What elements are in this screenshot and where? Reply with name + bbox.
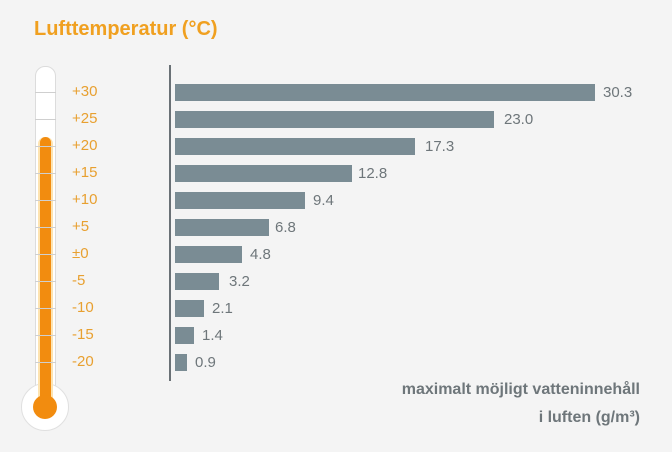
bar bbox=[175, 111, 494, 128]
bar bbox=[175, 192, 305, 209]
thermometer-tick bbox=[35, 146, 56, 147]
thermometer-tick bbox=[35, 200, 56, 201]
thermometer-tick bbox=[35, 335, 56, 336]
bar-value-label: 17.3 bbox=[425, 138, 455, 155]
x-axis-label-line1: maximalt möjligt vatteninnehåll bbox=[401, 381, 640, 398]
bar-value-label: 2.1 bbox=[212, 300, 233, 317]
bar bbox=[175, 354, 187, 371]
chart-title: Lufttemperatur (°C) bbox=[34, 18, 218, 40]
thermometer-tick bbox=[35, 119, 56, 120]
temp-label: +30 bbox=[72, 83, 98, 100]
temp-label: ±0 bbox=[72, 245, 89, 262]
bar bbox=[175, 84, 595, 101]
thermometer-ball bbox=[33, 395, 57, 419]
temp-label: -5 bbox=[72, 272, 86, 289]
bar bbox=[175, 246, 242, 263]
bar bbox=[175, 300, 204, 317]
temp-label: -15 bbox=[72, 326, 94, 343]
temp-label: +25 bbox=[72, 110, 98, 127]
bar-value-label: 12.8 bbox=[358, 165, 388, 182]
temp-label: +5 bbox=[72, 218, 90, 235]
temp-label: +20 bbox=[72, 137, 98, 154]
bar bbox=[175, 219, 269, 236]
thermometer-tick bbox=[35, 362, 56, 363]
bar-value-label: 1.4 bbox=[202, 327, 223, 344]
temp-label: -10 bbox=[72, 299, 94, 316]
thermometer-tick bbox=[35, 281, 56, 282]
bar bbox=[175, 165, 352, 182]
bar-value-label: 23.0 bbox=[504, 111, 534, 128]
x-axis-label-line2: i luften (g/m³) bbox=[538, 409, 640, 426]
thermometer-tick bbox=[35, 254, 56, 255]
bar-value-label: 4.8 bbox=[250, 246, 271, 263]
bar bbox=[175, 327, 194, 344]
temp-label: +15 bbox=[72, 164, 98, 181]
thermometer-tick bbox=[35, 173, 56, 174]
temp-label: +10 bbox=[72, 191, 98, 208]
thermometer-tick bbox=[35, 308, 56, 309]
bar-value-label: 0.9 bbox=[195, 354, 216, 371]
bar bbox=[175, 138, 415, 155]
bar-value-label: 3.2 bbox=[229, 273, 250, 290]
thermometer-tick bbox=[35, 92, 56, 93]
bar-value-label: 30.3 bbox=[603, 84, 633, 101]
bar-value-label: 6.8 bbox=[275, 219, 296, 236]
thermometer-fill bbox=[40, 137, 51, 407]
y-axis-line bbox=[169, 65, 171, 381]
temp-label: -20 bbox=[72, 353, 94, 370]
bar bbox=[175, 273, 219, 290]
x-axis-label: maximalt möjligt vatteninnehåll i luften… bbox=[402, 376, 640, 432]
thermometer-tick bbox=[35, 227, 56, 228]
bar-value-label: 9.4 bbox=[313, 192, 334, 209]
